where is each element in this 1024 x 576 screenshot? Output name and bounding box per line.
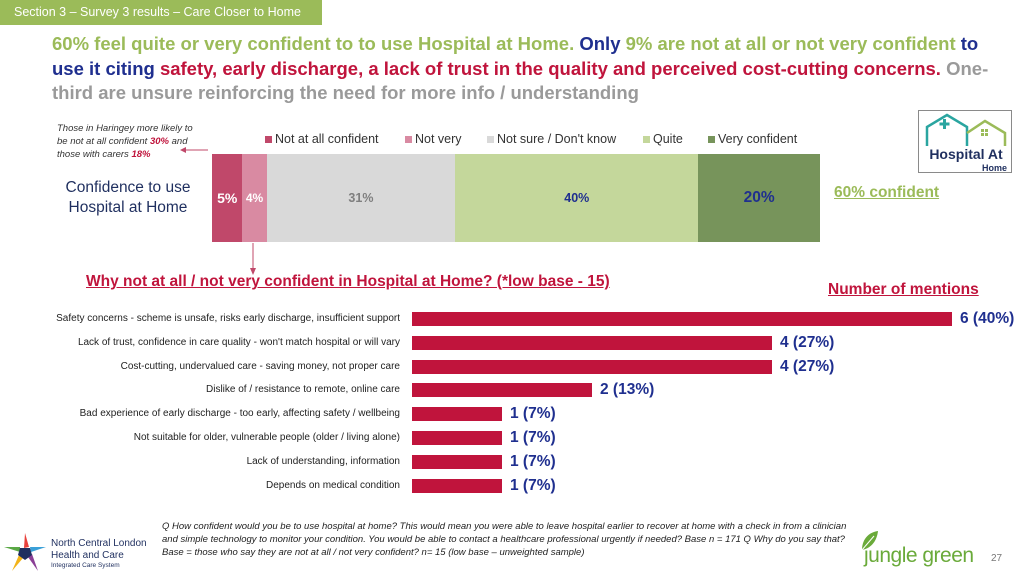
hbar-bar (412, 407, 502, 422)
headline-part-1: 60% feel quite or very confident to to u… (52, 33, 580, 54)
stacked-segment-label: 5% (217, 190, 238, 206)
stacked-segment-2: 31% (266, 154, 456, 242)
section-tab: Section 3 – Survey 3 results – Care Clos… (0, 0, 322, 25)
hbar-value-label: 6 (40%) (960, 310, 1015, 327)
side-note-arrow (180, 147, 208, 153)
jungle-green-logo: jungle green (860, 530, 976, 570)
hospital-at-home-logo: Hospital At Home (918, 110, 1012, 173)
footnote: Q How confident would you be to use hosp… (162, 521, 847, 558)
headline: 60% feel quite or very confident to to u… (52, 32, 1002, 106)
legend-label: Quite (653, 132, 683, 146)
why-chart-title: Why not at all / not very confident in H… (86, 273, 610, 290)
hbar-value-label: 1 (7%) (510, 452, 556, 470)
hbar-bar (412, 431, 502, 445)
stacked-segment-0: 5% (212, 154, 243, 242)
stacked-segment-label: 20% (743, 189, 775, 206)
stacked-segment-label: 40% (564, 191, 590, 205)
hbar-category-label: Not suitable for older, vulnerable peopl… (133, 432, 400, 443)
hbar-bar (412, 478, 502, 493)
stacked-segment-4: 20% (698, 154, 820, 242)
stacked-segment-label: 4% (245, 191, 264, 205)
confidence-stacked-bar: 5% 4% 31% 40% 20% (212, 154, 820, 242)
star-icon (4, 533, 46, 571)
logo-line-2: Home (981, 163, 1007, 173)
hbar-value-label: 1 (7%) (510, 405, 556, 423)
hbar-category-label: Dislike of / resistance to remote, onlin… (206, 384, 400, 396)
legend-item: Quite (643, 132, 683, 146)
legend-swatch (405, 135, 412, 143)
confidence-category-label: Confidence to use Hospital at Home (65, 179, 191, 216)
side-note-value-2: 18% (131, 149, 151, 160)
legend-label: Not very (415, 132, 462, 146)
stacked-segment-label: 31% (348, 191, 374, 205)
legend-swatch (708, 135, 715, 143)
hbar-category-label: Safety concerns - scheme is unsafe, risk… (56, 313, 400, 324)
nclhc-logo-line-1: North Central London (51, 538, 147, 549)
legend-swatch (487, 135, 494, 143)
page-number: 27 (991, 553, 1003, 564)
stacked-segment-1: 4% (242, 154, 267, 242)
legend-item: Not very (405, 132, 462, 146)
stacked-segment-3: 40% (455, 154, 699, 242)
hbar-bar (412, 335, 772, 350)
nclhc-logo-line-3: Integrated Care System (51, 562, 120, 569)
house-icon (925, 113, 1007, 146)
nclhc-logo-line-2: Health and Care (51, 550, 124, 561)
legend-label: Very confident (718, 132, 798, 146)
hbar-value-label: 1 (7%) (510, 429, 556, 446)
hbar-bar (412, 383, 592, 398)
side-note: Those in Haringey more likely to be not … (57, 122, 197, 161)
legend-item: Not sure / Don't know (487, 132, 616, 146)
side-note-value-1: 30% (149, 136, 169, 147)
hbar-category-label: Depends on medical condition (266, 479, 400, 491)
hbar-bar (412, 312, 952, 326)
headline-part-4: to use it citing (52, 33, 979, 79)
side-note-text-2: and those with carers (57, 136, 188, 160)
legend-swatch (265, 135, 272, 143)
legend-item: Very confident (708, 132, 797, 146)
legend-label: Not sure / Don't know (497, 132, 617, 146)
nclhc-logo: North Central London Health and Care Int… (3, 530, 153, 574)
hbar-bar (412, 359, 772, 374)
headline-part-5: safety, early discharge, a lack of trust… (159, 57, 941, 79)
headline-part-2: Only (579, 33, 626, 54)
hbar-value-label: 2 (13%) (600, 381, 655, 399)
hbar-category-label: Cost-cutting, undervalued care - saving … (120, 360, 400, 372)
hbar-value-label: 4 (27%) (780, 357, 835, 375)
hbar-category-label: Lack of understanding, information (246, 455, 400, 467)
side-note-text-1: Those in Haringey more likely to be not … (57, 123, 193, 147)
headline-part-6: One-third are unsure reinforcing the nee… (52, 57, 989, 104)
hbar-category-label: Bad experience of early discharge - too … (79, 408, 400, 420)
hbar-value-label: 4 (27%) (780, 333, 835, 351)
confident-total-label: 60% confident (834, 184, 940, 201)
legend-label: Not at all confident (275, 132, 379, 146)
hbar-category-label: Lack of trust, confidence in care qualit… (77, 336, 400, 348)
legend-swatch (643, 135, 650, 143)
down-arrow (250, 243, 256, 275)
logo-line-1: Hospital At (929, 146, 1003, 162)
jungle-green-text: jungle green (864, 544, 974, 567)
mentions-title: Number of mentions (828, 281, 979, 298)
legend-item: Not at all confident (265, 132, 379, 146)
hbar-value-label: 1 (7%) (510, 476, 556, 494)
headline-part-3: 9% are not at all or not very confident (625, 33, 961, 54)
leaf-icon (861, 531, 878, 551)
hbar-bar (412, 454, 502, 469)
